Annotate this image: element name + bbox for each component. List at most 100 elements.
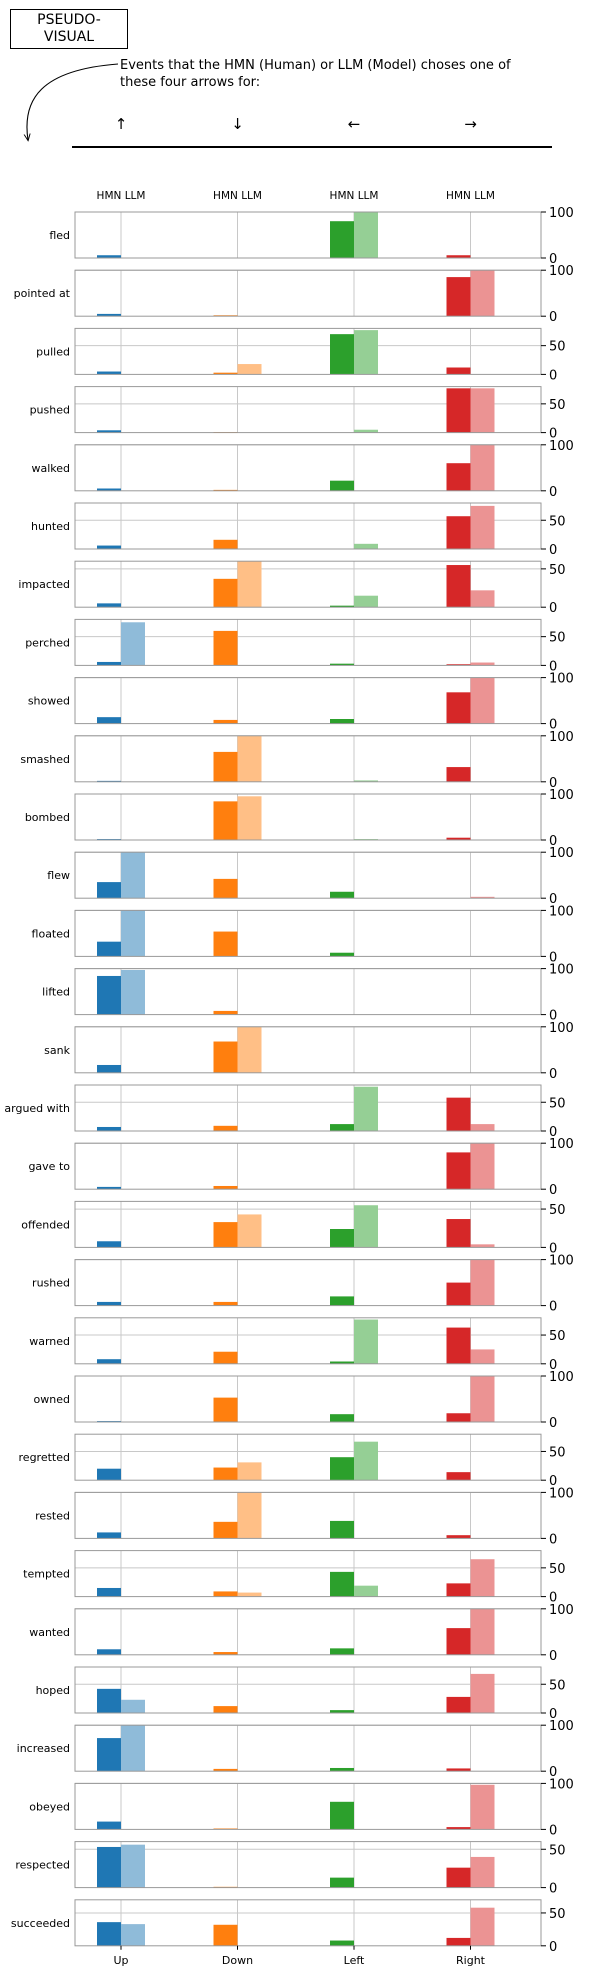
bar-llm-right: [470, 896, 495, 899]
bar-hmn-down: [213, 1768, 238, 1772]
row-label-impacted: impacted: [18, 578, 70, 591]
y-tick-label: 0: [549, 1707, 557, 1722]
row-label-rushed: rushed: [32, 1277, 70, 1290]
bar-llm-right: [470, 1349, 495, 1364]
bar-hmn-right: [446, 367, 471, 375]
y-tick-label: 100: [549, 1777, 574, 1792]
y-tick-label: 100: [549, 788, 574, 803]
bar-hmn-up: [97, 1359, 121, 1364]
bar-hmn-right: [446, 692, 471, 724]
bar-hmn-right: [446, 1535, 471, 1539]
bar-hmn-down: [213, 1041, 238, 1073]
bar-hmn-down: [213, 372, 238, 375]
bar-hmn-left: [330, 952, 354, 957]
bar-hmn-up: [97, 1688, 121, 1713]
bar-hmn-left: [330, 1124, 354, 1131]
row-axes-frame: [74, 444, 542, 492]
group-top-label: HMN LLM: [330, 190, 379, 202]
row-axes-frame: [74, 1550, 542, 1598]
y-tick-label: 50: [549, 1907, 566, 1922]
bar-hmn-left: [330, 1648, 354, 1655]
arrow-glyph-down: ↓: [231, 115, 244, 133]
row-label-pulled: pulled: [36, 345, 70, 358]
row-label-sank: sank: [44, 1044, 70, 1057]
bar-llm-left: [354, 1319, 378, 1364]
y-tick-label: 50: [549, 340, 566, 355]
row-axes-frame: [74, 1317, 542, 1365]
y-tick-label: 50: [549, 1562, 566, 1577]
row-axes-frame: [74, 211, 542, 259]
bar-hmn-down: [213, 1652, 238, 1655]
bar-hmn-down: [213, 1706, 238, 1713]
category-label-up: Up: [113, 1954, 128, 1967]
row-label-tempted: tempted: [23, 1568, 70, 1581]
bar-hmn-down: [213, 630, 238, 666]
y-tick-label: 0: [549, 1940, 557, 1955]
bar-llm-down: [237, 1462, 262, 1481]
row-label-obeyed: obeyed: [29, 1800, 70, 1813]
bar-hmn-up: [97, 603, 121, 608]
y-tick-label: 50: [549, 1329, 566, 1344]
y-tick-label: 0: [549, 718, 557, 733]
row-label-succeeded: succeeded: [11, 1917, 70, 1930]
bar-llm-up: [121, 1924, 145, 1946]
bar-llm-down: [237, 735, 262, 782]
y-tick-label: 100: [549, 1370, 574, 1385]
y-tick-label: 100: [549, 1137, 574, 1152]
row-label-regretted: regretted: [19, 1451, 70, 1464]
bar-llm-left: [354, 1205, 378, 1248]
y-tick-label: 0: [549, 1416, 557, 1431]
bar-hmn-left: [330, 221, 354, 258]
bar-hmn-left: [330, 480, 354, 491]
bar-hmn-right: [446, 1827, 471, 1830]
bar-llm-up: [121, 1699, 145, 1713]
y-tick-label: 0: [549, 834, 557, 849]
bar-hmn-right: [446, 767, 471, 782]
y-tick-label: 0: [549, 310, 557, 325]
bar-hmn-right: [446, 1219, 471, 1248]
bar-hmn-left: [330, 334, 354, 375]
y-tick-label: 0: [549, 252, 557, 267]
row-axes-frame: [74, 1200, 542, 1248]
row-axes-frame: [74, 851, 542, 899]
row-axes-frame: [74, 327, 542, 375]
y-tick-label: 0: [549, 1765, 557, 1780]
row-label-smashed: smashed: [20, 753, 70, 766]
y-tick-label: 50: [549, 563, 566, 578]
bar-llm-right: [470, 1259, 495, 1306]
bar-hmn-right: [446, 1472, 471, 1481]
bar-llm-left: [354, 595, 378, 608]
bar-llm-left: [354, 212, 378, 258]
bar-hmn-left: [330, 605, 354, 608]
bar-hmn-down: [213, 1185, 238, 1190]
bar-llm-down: [237, 364, 262, 375]
y-tick-label: 50: [549, 1678, 566, 1693]
bar-hmn-down: [213, 1467, 238, 1481]
bar-llm-left: [354, 1585, 378, 1597]
bar-hmn-left: [330, 1710, 354, 1713]
bar-hmn-right: [446, 565, 471, 608]
y-tick-label: 50: [549, 1843, 566, 1858]
row-label-increased: increased: [17, 1742, 70, 1755]
bar-hmn-left: [330, 719, 354, 724]
y-tick-label: 50: [549, 398, 566, 413]
y-tick-label: 0: [549, 1474, 557, 1489]
bar-hmn-up: [97, 1186, 121, 1190]
group-top-label: HMN LLM: [446, 190, 495, 202]
bar-llm-left: [354, 780, 378, 782]
bar-hmn-down: [213, 931, 238, 957]
row-axes-frame: [74, 1142, 542, 1190]
bar-llm-right: [470, 505, 495, 549]
bar-hmn-up: [97, 882, 121, 899]
bar-hmn-left: [330, 1229, 354, 1248]
bar-hmn-down: [213, 751, 238, 782]
bar-llm-right: [470, 270, 495, 317]
row-axes-frame: [74, 269, 542, 317]
bar-llm-right: [470, 1907, 495, 1946]
y-tick-label: 0: [549, 1882, 557, 1897]
bar-hmn-up: [97, 430, 121, 433]
bar-hmn-down: [213, 1924, 238, 1946]
bar-hmn-left: [330, 1520, 354, 1539]
row-label-flew: flew: [47, 869, 70, 882]
y-tick-label: 0: [549, 1532, 557, 1547]
